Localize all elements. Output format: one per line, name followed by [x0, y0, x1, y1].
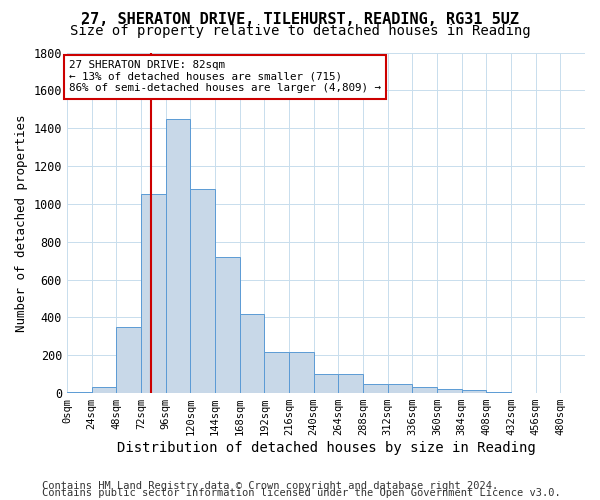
Bar — [264, 352, 289, 393]
Text: 27 SHERATON DRIVE: 82sqm
← 13% of detached houses are smaller (715)
86% of semi-: 27 SHERATON DRIVE: 82sqm ← 13% of detach… — [69, 60, 381, 94]
Bar — [437, 390, 461, 393]
Text: Contains public sector information licensed under the Open Government Licence v3: Contains public sector information licen… — [42, 488, 561, 498]
Bar — [363, 384, 388, 393]
Bar — [166, 118, 190, 393]
Bar — [487, 392, 511, 393]
Bar — [116, 327, 141, 393]
Bar — [338, 374, 363, 393]
Bar — [190, 188, 215, 393]
Bar — [388, 384, 412, 393]
Bar — [314, 374, 338, 393]
Bar — [412, 388, 437, 393]
Bar — [215, 257, 239, 393]
Text: Contains HM Land Registry data © Crown copyright and database right 2024.: Contains HM Land Registry data © Crown c… — [42, 481, 498, 491]
Bar — [289, 352, 314, 393]
X-axis label: Distribution of detached houses by size in Reading: Distribution of detached houses by size … — [116, 441, 535, 455]
Bar — [141, 194, 166, 393]
Y-axis label: Number of detached properties: Number of detached properties — [15, 114, 28, 332]
Text: Size of property relative to detached houses in Reading: Size of property relative to detached ho… — [70, 24, 530, 38]
Text: 27, SHERATON DRIVE, TILEHURST, READING, RG31 5UZ: 27, SHERATON DRIVE, TILEHURST, READING, … — [81, 12, 519, 26]
Bar — [239, 314, 264, 393]
Bar — [461, 390, 487, 393]
Bar — [67, 392, 92, 393]
Bar — [92, 388, 116, 393]
